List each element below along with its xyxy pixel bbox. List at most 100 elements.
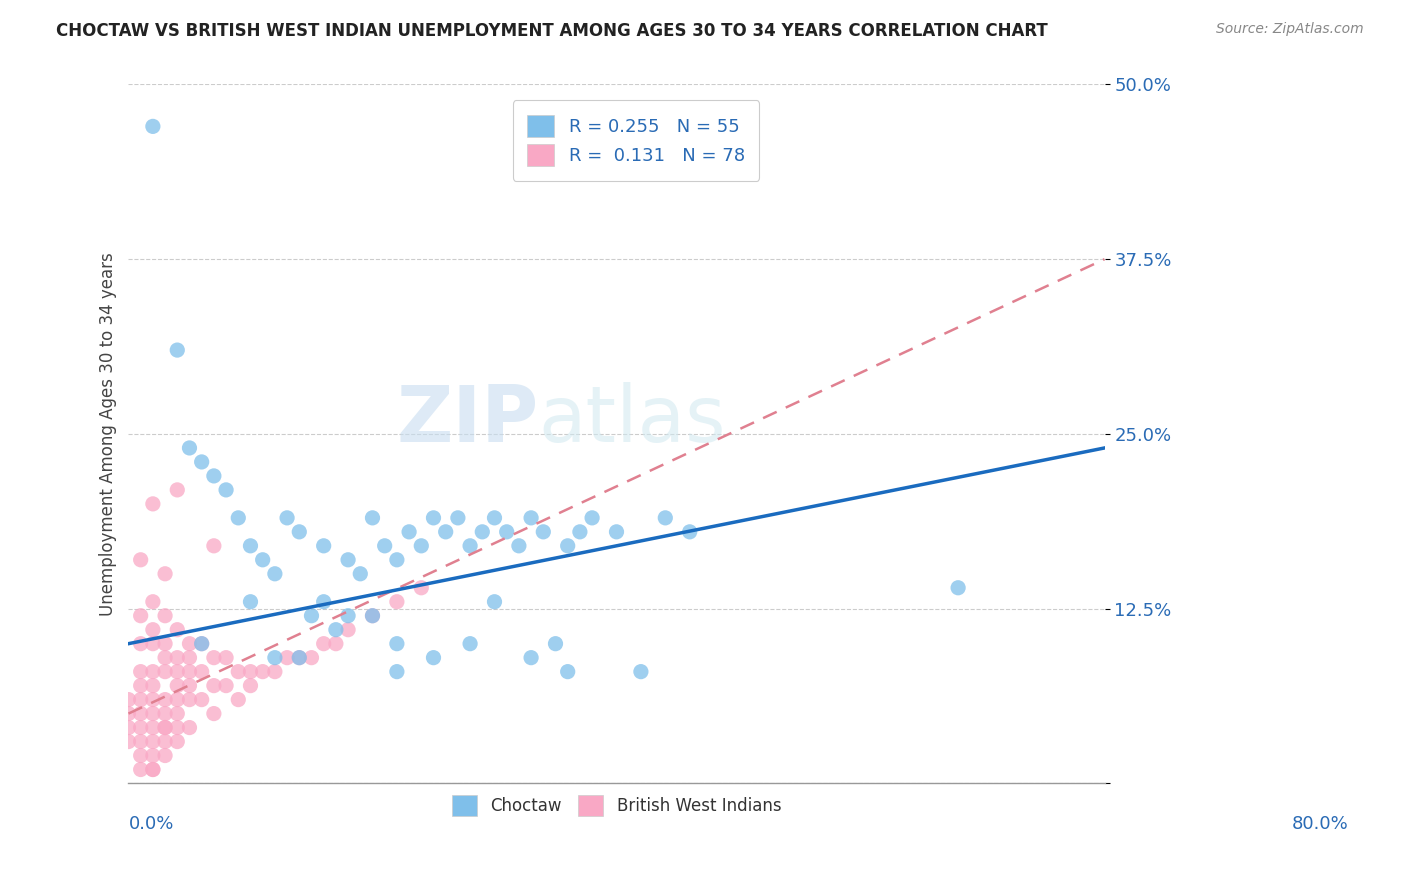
Point	[301, 608, 323, 623]
Point	[544, 637, 567, 651]
Point	[508, 539, 530, 553]
Point	[153, 566, 176, 581]
Point	[239, 665, 262, 679]
Point	[411, 581, 433, 595]
Point	[520, 650, 543, 665]
Point	[153, 721, 176, 735]
Point	[166, 721, 188, 735]
Text: Source: ZipAtlas.com: Source: ZipAtlas.com	[1216, 22, 1364, 37]
Point	[142, 679, 165, 693]
Point	[142, 721, 165, 735]
Point	[361, 608, 384, 623]
Point	[153, 665, 176, 679]
Text: ZIP: ZIP	[396, 382, 538, 458]
Point	[153, 650, 176, 665]
Point	[117, 734, 139, 748]
Point	[153, 721, 176, 735]
Point	[325, 623, 347, 637]
Point	[166, 679, 188, 693]
Point	[190, 692, 212, 706]
Point	[166, 483, 188, 497]
Point	[568, 524, 591, 539]
Point	[153, 692, 176, 706]
Point	[434, 524, 457, 539]
Point	[179, 721, 201, 735]
Point	[117, 692, 139, 706]
Text: CHOCTAW VS BRITISH WEST INDIAN UNEMPLOYMENT AMONG AGES 30 TO 34 YEARS CORRELATIO: CHOCTAW VS BRITISH WEST INDIAN UNEMPLOYM…	[56, 22, 1047, 40]
Point	[520, 511, 543, 525]
Point	[288, 524, 311, 539]
Point	[484, 595, 506, 609]
Point	[202, 679, 225, 693]
Point	[312, 595, 335, 609]
Point	[142, 637, 165, 651]
Point	[153, 706, 176, 721]
Point	[153, 637, 176, 651]
Point	[142, 692, 165, 706]
Text: 80.0%: 80.0%	[1292, 815, 1348, 833]
Point	[239, 679, 262, 693]
Point	[129, 608, 152, 623]
Point	[385, 665, 408, 679]
Point	[422, 511, 444, 525]
Point	[288, 650, 311, 665]
Point	[422, 650, 444, 665]
Point	[129, 679, 152, 693]
Point	[252, 553, 274, 567]
Point	[129, 734, 152, 748]
Point	[471, 524, 494, 539]
Point	[447, 511, 470, 525]
Legend: Choctaw, British West Indians: Choctaw, British West Indians	[443, 787, 790, 824]
Point	[190, 455, 212, 469]
Point	[458, 637, 481, 651]
Point	[264, 566, 287, 581]
Point	[179, 679, 201, 693]
Point	[215, 679, 238, 693]
Point	[374, 539, 396, 553]
Point	[458, 539, 481, 553]
Point	[605, 524, 627, 539]
Point	[385, 553, 408, 567]
Point	[129, 721, 152, 735]
Point	[166, 706, 188, 721]
Point	[166, 343, 188, 357]
Point	[142, 763, 165, 777]
Point	[264, 650, 287, 665]
Point	[129, 665, 152, 679]
Point	[153, 734, 176, 748]
Point	[117, 721, 139, 735]
Point	[411, 539, 433, 553]
Point	[166, 623, 188, 637]
Point	[142, 595, 165, 609]
Point	[301, 650, 323, 665]
Point	[153, 748, 176, 763]
Point	[325, 637, 347, 651]
Point	[166, 665, 188, 679]
Point	[630, 665, 652, 679]
Point	[142, 497, 165, 511]
Point	[142, 763, 165, 777]
Point	[557, 539, 579, 553]
Point	[215, 650, 238, 665]
Point	[385, 637, 408, 651]
Point	[129, 553, 152, 567]
Point	[312, 539, 335, 553]
Point	[288, 650, 311, 665]
Point	[179, 665, 201, 679]
Point	[142, 706, 165, 721]
Point	[226, 692, 249, 706]
Point	[531, 524, 554, 539]
Text: 0.0%: 0.0%	[128, 815, 174, 833]
Point	[361, 608, 384, 623]
Point	[129, 637, 152, 651]
Point	[142, 734, 165, 748]
Point	[179, 650, 201, 665]
Point	[166, 692, 188, 706]
Point	[398, 524, 420, 539]
Point	[215, 483, 238, 497]
Point	[239, 595, 262, 609]
Point	[361, 511, 384, 525]
Point	[202, 539, 225, 553]
Point	[142, 623, 165, 637]
Point	[239, 539, 262, 553]
